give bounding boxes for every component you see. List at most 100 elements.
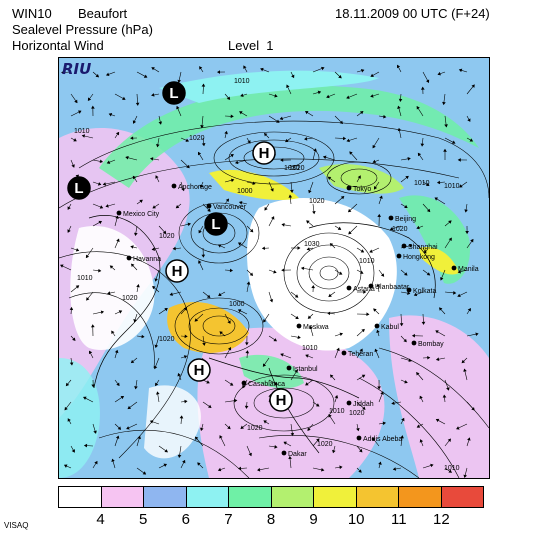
city-dot [241,380,247,386]
wind-arrow-head [357,175,361,179]
wind-arrow-head [130,136,134,140]
wind-arrow-head [143,74,148,78]
wind-arrow-head [423,250,427,254]
wind-arrow-head [137,435,141,440]
wind-arrow-head [332,449,336,454]
city-dot [296,323,302,329]
wind-arrow-head [64,406,68,411]
wind-arrow-head [109,265,114,269]
wind-arrow-head [435,330,439,334]
wind-arrow-head [448,469,452,473]
wind-arrow-head [281,268,285,272]
wind-arrow-head [311,285,316,289]
legend-tick-label: 12 [433,511,450,528]
isobar-label: 1010 [74,128,90,135]
svg-text:L: L [74,180,83,197]
wind-arrow-head [290,189,294,193]
city-label: Ulanbaatar [375,284,410,291]
wind-arrow-head [198,229,202,234]
wind-arrow-head [339,465,343,470]
wind-arrow-head [98,220,102,225]
wind-arrow-head [201,143,206,147]
wind-arrow-head [448,220,452,224]
wind-arrow-head [245,342,249,346]
wind-arrow-head [239,111,243,115]
wind-arrow-head [372,437,376,442]
wind-band-cyan [159,70,379,103]
wind-arrow-head [356,428,360,432]
wind-arrow-head [75,285,80,289]
wind-arrow-head [197,462,201,466]
wind-arrow-head [300,266,305,271]
legend-swatch [356,487,399,507]
wind-arrow-head [339,332,343,337]
wind-arrow-head [291,74,295,79]
wind-arrow-head [208,404,212,408]
wind-arrow-head [280,353,284,357]
wind-arrow-head [71,164,75,168]
isobar-label: 1020 [392,226,408,233]
wind-arrow-head [374,348,378,353]
city-label: Vancouver [213,204,247,211]
wind-arrow-head [151,93,155,97]
wind-arrow-head [288,194,293,198]
wind-arrow-head [426,208,431,213]
wind-arrow-head [436,180,441,185]
wind-arrow-head [307,315,312,319]
wind-arrow-head [321,468,325,472]
wind-arrow-head [297,335,301,340]
wind-arrow-head [263,420,267,424]
wind-arrow-head [437,71,441,76]
legend-tick-label: 10 [347,511,365,528]
wind-arrow-head [217,70,220,74]
city-dot [406,287,412,293]
wind-arrow-head [294,294,299,298]
wind-arrow-head [69,306,74,311]
wind-arrow-head [417,152,422,157]
wind-arrow-head [305,354,309,358]
city-label: Tokyo [353,186,371,193]
wind-arrow-head [339,120,344,125]
wind-arrow-head [288,455,292,460]
wind-arrow-head [461,359,466,364]
wind-band-yellow [209,169,299,201]
city-label: Manila [458,266,479,273]
legend-swatch [59,487,102,507]
wind-arrow-head [156,391,160,395]
isobar-label: 1010 [444,465,460,472]
wind-arrow-head [235,160,239,165]
wind-arrow-head [271,216,275,220]
wind-arrow-head [306,220,310,224]
wind-arrow-head [313,148,317,152]
wind-arrow-head [315,403,320,407]
city-dot [341,350,347,356]
wind-arrow-head [115,435,120,439]
city-label: Casablanca [248,381,285,388]
wind-arrow-head [177,79,181,83]
wind-arrow-head [194,318,199,322]
wind-arrow-head [106,160,111,164]
wind-arrow-head [176,105,180,110]
wind-arrow-head [116,382,120,387]
wind-arrow-head [467,437,471,441]
wind-arrow-head [397,105,401,110]
wind-arrow-head [263,132,268,137]
wind-arrow-head [448,237,452,242]
wind-arrow-head [115,131,120,136]
wind-arrow-head [83,443,88,448]
wind-arrow-head [99,159,103,164]
wind-arrow-head [456,426,460,430]
wind-arrow-head [457,269,462,274]
wind-band-green [99,85,479,188]
isobar-label: 1000 [237,188,253,195]
wind-arrow-head [421,321,426,325]
wind-arrow-head [392,467,397,471]
region-white [247,198,397,351]
wind-arrow-head [373,308,377,312]
region-white [144,385,201,459]
wind-arrow-head [179,415,184,419]
wind-arrow-head [416,106,420,110]
wind-arrow-head [225,198,230,203]
wind-arrow-head [118,310,123,314]
